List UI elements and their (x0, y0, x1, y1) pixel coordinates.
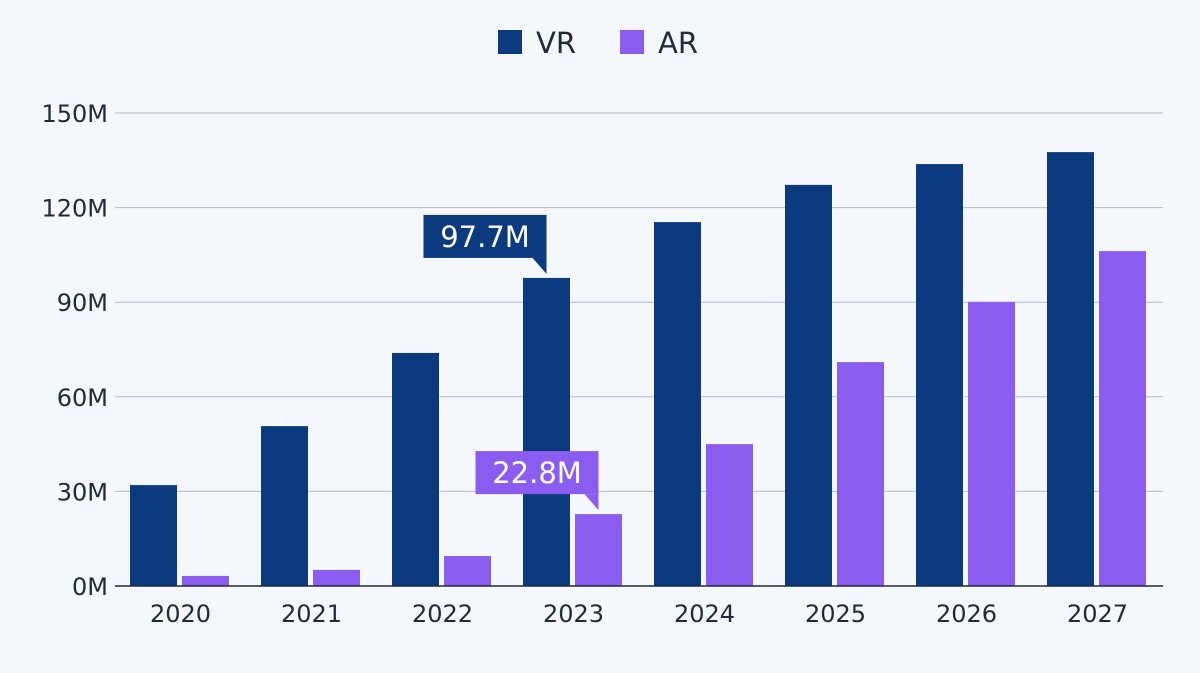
x-tick-label: 2023 (543, 600, 604, 628)
callout-box (423, 214, 547, 258)
callout-pointer (584, 494, 599, 511)
bar-ar-2022 (444, 556, 491, 586)
bar-ar-2020 (182, 575, 229, 586)
callout-label: 97.7M (440, 220, 530, 254)
bar-ar-2024 (706, 444, 753, 586)
y-tick-label: 60M (57, 384, 108, 412)
y-tick-label: 150M (41, 100, 108, 128)
bar-vr-2026 (916, 164, 963, 587)
legend-label: VR (536, 26, 576, 60)
bar-ar-2027 (1099, 251, 1146, 586)
bar-vr-2023 (523, 277, 570, 586)
x-tick-label: 2025 (805, 600, 866, 628)
y-tick-label: 120M (41, 195, 108, 223)
legend-label: AR (658, 26, 698, 60)
bar-ar-2023 (575, 514, 622, 586)
bar-vr-2025 (785, 184, 832, 586)
bar-vr-2027 (1047, 152, 1094, 587)
bar-ar-2025 (837, 362, 884, 586)
x-tick-label: 2026 (936, 600, 997, 628)
callout-box (475, 451, 599, 495)
legend-swatch-ar (620, 30, 644, 54)
x-tick-label: 2020 (150, 600, 211, 628)
callout-pointer (532, 257, 547, 274)
y-tick-label: 90M (57, 289, 108, 317)
bar-vr-2024 (654, 222, 701, 586)
x-tick-label: 2021 (281, 600, 342, 628)
y-tick-label: 30M (57, 478, 108, 506)
bar-vr-2021 (261, 426, 308, 586)
legend-swatch-vr (498, 30, 522, 54)
x-tick-label: 2022 (412, 600, 473, 628)
bar-vr-2020 (130, 485, 177, 586)
x-tick-label: 2027 (1067, 600, 1128, 628)
callout-label: 22.8M (492, 456, 582, 490)
y-tick-label: 0M (72, 573, 108, 601)
bar-ar-2026 (968, 301, 1015, 586)
x-tick-label: 2024 (674, 600, 735, 628)
bar-ar-2021 (313, 569, 360, 586)
bar-vr-2022 (392, 352, 439, 586)
